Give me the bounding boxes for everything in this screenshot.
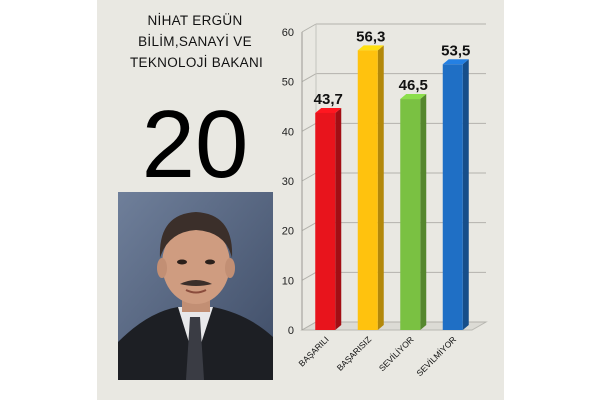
bar-side (462, 59, 469, 331)
bar (442, 64, 463, 331)
gridline-diagonal (301, 222, 317, 232)
bar (315, 112, 336, 330)
bar-top (357, 45, 384, 51)
gridline-diagonal (301, 321, 317, 331)
title-line-2: BİLİM,SANAYİ VE (138, 34, 252, 49)
data-label: 53,5 (441, 42, 470, 59)
data-label: 46,5 (399, 77, 428, 94)
y-tick-label: 20 (282, 226, 294, 238)
y-tick-label: 0 (288, 325, 294, 337)
x-tick-label: SEVİLİYOR (377, 334, 416, 373)
bar (357, 50, 378, 330)
bar (400, 99, 421, 330)
x-tick-label: SEVİLMİYOR (414, 334, 458, 378)
gridline-diagonal (301, 73, 317, 83)
y-tick-label: 60 (282, 27, 294, 39)
bar-top (442, 59, 469, 65)
gridline-diagonal (301, 23, 317, 33)
bar-top (315, 107, 342, 113)
chart-bars (315, 45, 469, 331)
gridline-diagonal (301, 172, 317, 182)
data-label: 56,3 (356, 28, 385, 45)
y-tick-label: 10 (282, 275, 294, 287)
title-line-3: TEKNOLOJİ BAKANI (130, 55, 264, 70)
bar-side (335, 107, 342, 330)
data-label: 43,7 (314, 91, 343, 108)
y-tick-label: 30 (282, 176, 294, 188)
bar-side (377, 45, 384, 330)
page-title: NİHAT ERGÜN BİLİM,SANAYİ VE TEKNOLOJİ BA… (130, 10, 264, 73)
rank-number: 20 (141, 91, 249, 198)
y-tick-label: 40 (282, 126, 294, 138)
title-line-1: NİHAT ERGÜN (147, 13, 243, 28)
gridline-diagonal (301, 122, 317, 132)
x-tick-label: BAŞARILI (297, 334, 331, 368)
x-tick-label: BAŞARISIZ (335, 334, 373, 372)
bar-side (420, 94, 427, 330)
portrait-photo (118, 192, 273, 380)
bar-top (400, 94, 427, 100)
gridline-diagonal (301, 271, 317, 281)
y-tick-label: 50 (282, 77, 294, 89)
